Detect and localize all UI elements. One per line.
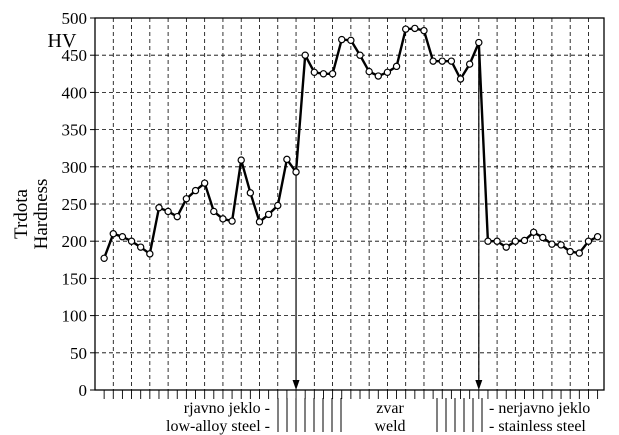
- data-point: [365, 67, 373, 76]
- data-point: [566, 247, 574, 256]
- y-tick-label: 500: [62, 9, 88, 28]
- y-tick-label: 400: [62, 83, 88, 102]
- boundary-arrow-head: [292, 380, 300, 390]
- data-point: [575, 249, 584, 257]
- data-point: [228, 217, 236, 225]
- data-point: [255, 218, 264, 226]
- y-axis-label-slovene: Trdota: [11, 188, 32, 239]
- data-point: [100, 254, 108, 263]
- data-point: [465, 60, 474, 68]
- y-tick-label: 0: [79, 381, 88, 400]
- unit-label: HV: [48, 30, 77, 52]
- data-point: [429, 57, 437, 65]
- data-point: [173, 212, 181, 221]
- grid: [95, 18, 604, 390]
- data-point: [109, 230, 117, 238]
- data-point: [292, 168, 300, 176]
- x-axis-ticks: [103, 390, 599, 399]
- boundary-arrow-head: [475, 380, 483, 390]
- data-point: [456, 75, 465, 83]
- data-point: [484, 237, 492, 245]
- data-point: [219, 215, 227, 223]
- data-point: [347, 36, 355, 45]
- data-point: [502, 243, 510, 251]
- y-axis-ticks: 0 50 100 150 200 250 300 350 400 450 500: [62, 9, 95, 400]
- data-point: [438, 57, 446, 65]
- data-point: [319, 70, 328, 78]
- y-tick-label: 100: [62, 307, 88, 326]
- data-point: [274, 201, 282, 210]
- data-point: [246, 189, 255, 197]
- data-point: [557, 241, 565, 249]
- y-axis-label-english: Hardness: [31, 179, 52, 250]
- data-point: [411, 24, 419, 33]
- y-tick-label: 250: [62, 195, 88, 214]
- data-point: [529, 228, 538, 236]
- data-point: [383, 68, 392, 77]
- data-point: [356, 51, 364, 59]
- data-point: [301, 51, 309, 59]
- y-tick-label: 300: [62, 158, 88, 177]
- data-point: [328, 70, 337, 78]
- data-point: [182, 195, 191, 203]
- zone-label-stainless-top: - nerjavno jeklo: [489, 400, 590, 417]
- data-point: [191, 186, 200, 195]
- data-point: [155, 204, 163, 212]
- zone-label-low-alloy-bottom: low-alloy steel -: [166, 418, 270, 435]
- data-point: [447, 57, 456, 65]
- y-tick-label: 50: [70, 344, 87, 363]
- data-point: [593, 233, 602, 241]
- data-point: [493, 237, 501, 245]
- zone-label-weld-top: zvar: [376, 400, 404, 417]
- data-point: [118, 233, 127, 241]
- data-point: [584, 237, 593, 245]
- data-point: [374, 72, 382, 80]
- data-point: [548, 240, 556, 248]
- data-point: [146, 250, 154, 258]
- data-point: [136, 243, 145, 251]
- data-point: [310, 68, 319, 77]
- data-point: [200, 179, 209, 187]
- zone-hatches: [277, 398, 483, 432]
- y-tick-label: 150: [62, 269, 88, 288]
- data-point: [475, 38, 483, 47]
- y-tick-label: 200: [62, 232, 88, 251]
- series-line: [100, 24, 602, 263]
- data-point: [539, 233, 547, 242]
- y-tick-label: 450: [62, 46, 88, 65]
- data-point: [283, 155, 291, 164]
- data-point: [520, 236, 529, 245]
- data-point: [127, 237, 136, 245]
- zone-label-weld-bottom: weld: [374, 418, 405, 435]
- data-point: [210, 207, 218, 216]
- zone-label-low-alloy-top: rjavno jeklo -: [184, 400, 270, 417]
- y-tick-label: 350: [62, 121, 88, 140]
- data-point: [511, 237, 520, 245]
- zone-label-stainless-bottom: - stainless steel: [489, 418, 586, 435]
- data-point: [338, 35, 346, 44]
- data-point: [402, 25, 410, 33]
- data-point: [164, 207, 172, 216]
- data-point: [392, 62, 401, 71]
- boundary-arrows: [292, 42, 483, 390]
- data-point: [264, 210, 273, 219]
- data-point: [237, 156, 245, 164]
- data-point: [420, 26, 428, 35]
